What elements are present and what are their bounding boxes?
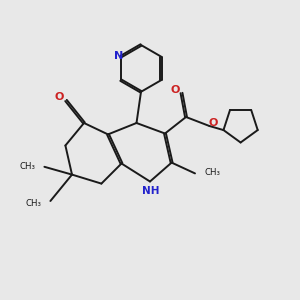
Text: O: O <box>55 92 64 102</box>
Text: NH: NH <box>142 185 160 196</box>
Text: O: O <box>209 118 218 128</box>
Text: CH₃: CH₃ <box>20 162 35 171</box>
Text: O: O <box>170 85 180 95</box>
Text: CH₃: CH₃ <box>205 168 220 177</box>
Text: N: N <box>114 50 123 61</box>
Text: CH₃: CH₃ <box>26 199 41 208</box>
